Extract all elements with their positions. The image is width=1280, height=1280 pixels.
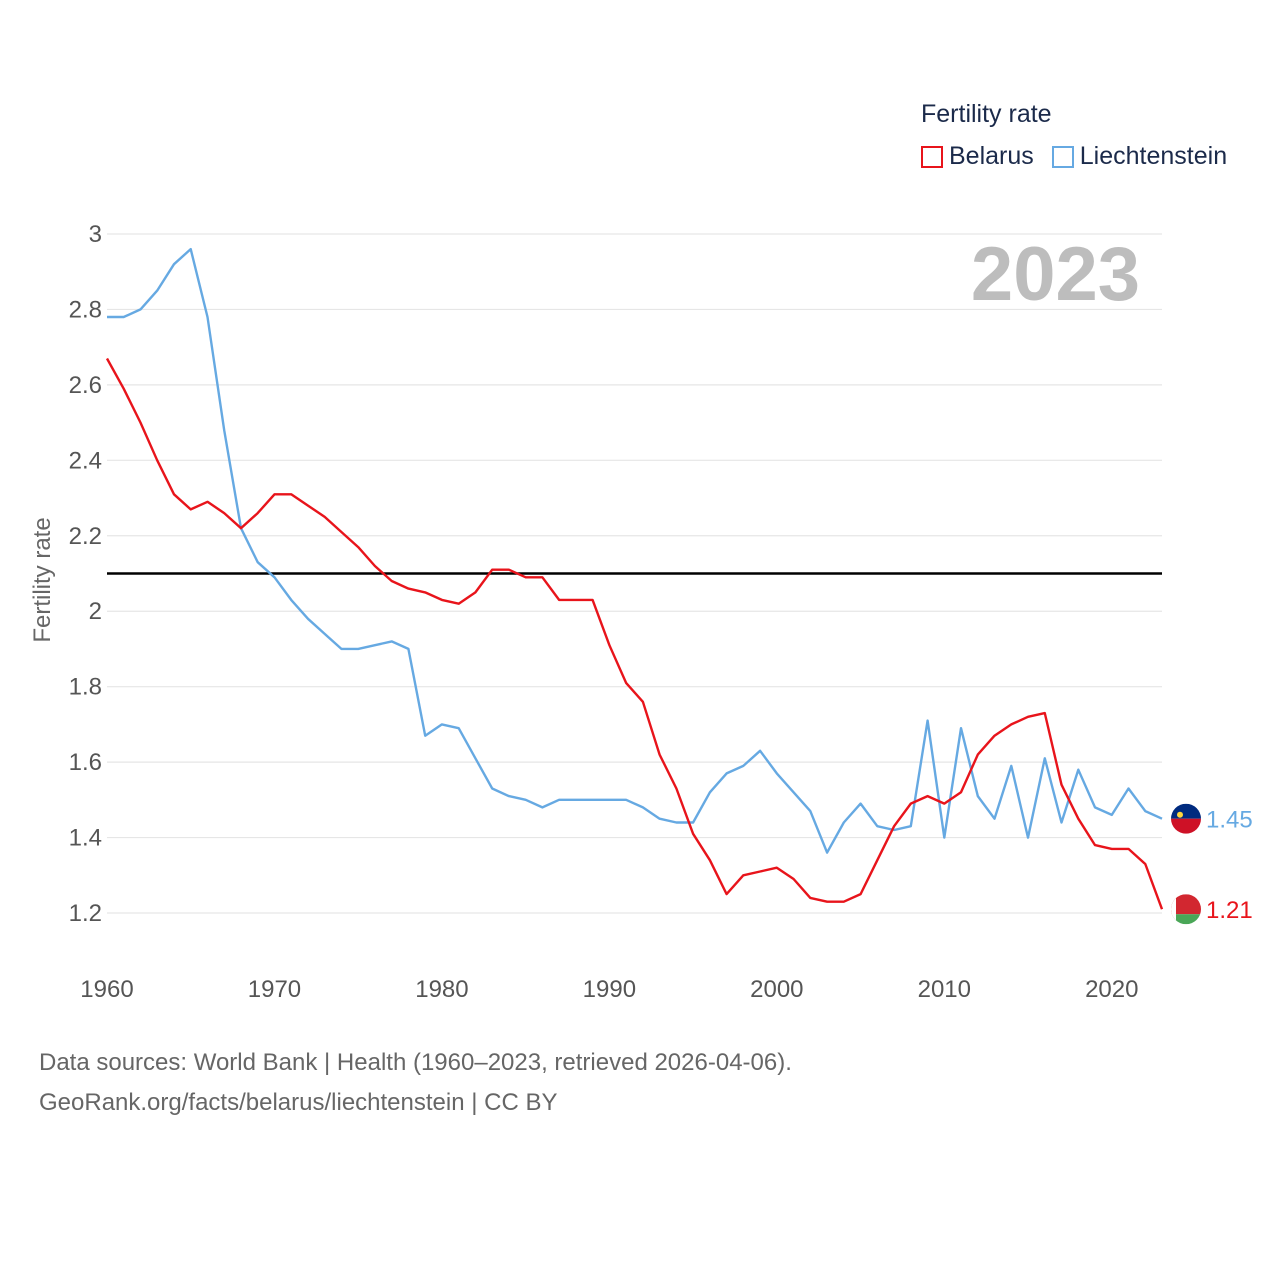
year-watermark: 2023 [971, 232, 1140, 317]
y-tick-label: 2.6 [69, 372, 102, 399]
flag-belarus-icon [1171, 894, 1201, 925]
series-line-liechtenstein [107, 247, 1163, 854]
x-tick-label: 2010 [918, 976, 971, 1003]
legend-item-belarus[interactable]: Belarus [921, 142, 1034, 171]
x-tick-label: 1970 [248, 976, 301, 1003]
x-tick-label: 2020 [1085, 976, 1138, 1003]
y-tick-label: 2.4 [69, 447, 102, 474]
y-tick-label: 2.2 [69, 523, 102, 550]
grid-lines [107, 233, 1162, 914]
legend-label-liechtenstein: Liechtenstein [1079, 142, 1228, 170]
y-tick-label: 1.2 [69, 900, 102, 927]
x-tick-label: 1990 [583, 976, 636, 1003]
series-end-markers: 1.21 1.45 [1171, 803, 1253, 925]
series-lines [105, 247, 1164, 910]
x-tick-label: 2000 [750, 976, 803, 1003]
x-axis-ticks: 1960 1970 1980 1990 2000 2010 2020 [80, 976, 1138, 1003]
legend-swatch-liechtenstein [1051, 145, 1074, 168]
data-source-text: Data sources: World Bank | Health (1960–… [39, 1049, 792, 1076]
attribution-text: GeoRank.org/facts/belarus/liechtenstein … [39, 1089, 558, 1116]
y-tick-label: 1.4 [69, 825, 102, 852]
legend: Belarus Liechtenstein [921, 142, 1245, 171]
y-tick-label: 3 [89, 221, 102, 248]
y-axis-ticks: 1.2 1.4 1.6 1.8 2 2.2 2.4 2.6 2.8 3 [69, 221, 102, 927]
series-line-belarus [105, 357, 1164, 910]
y-axis-label: Fertility rate [29, 517, 56, 642]
end-value-label-liechtenstein: 1.45 [1206, 807, 1253, 834]
x-tick-label: 1960 [80, 976, 133, 1003]
y-tick-label: 1.6 [69, 749, 102, 776]
y-tick-label: 2.8 [69, 296, 102, 323]
y-tick-label: 1.8 [69, 674, 102, 701]
legend-label-belarus: Belarus [949, 142, 1034, 170]
end-value-label-belarus: 1.21 [1206, 897, 1253, 924]
legend-item-liechtenstein[interactable]: Liechtenstein [1051, 142, 1228, 171]
footer: Data sources: World Bank | Health (1960–… [39, 1043, 792, 1123]
legend-swatch-belarus [921, 145, 943, 168]
legend-title: Fertility rate [921, 100, 1052, 128]
y-tick-label: 2 [89, 598, 102, 625]
x-tick-label: 1980 [415, 976, 468, 1003]
flag-liechtenstein-icon [1171, 803, 1201, 834]
